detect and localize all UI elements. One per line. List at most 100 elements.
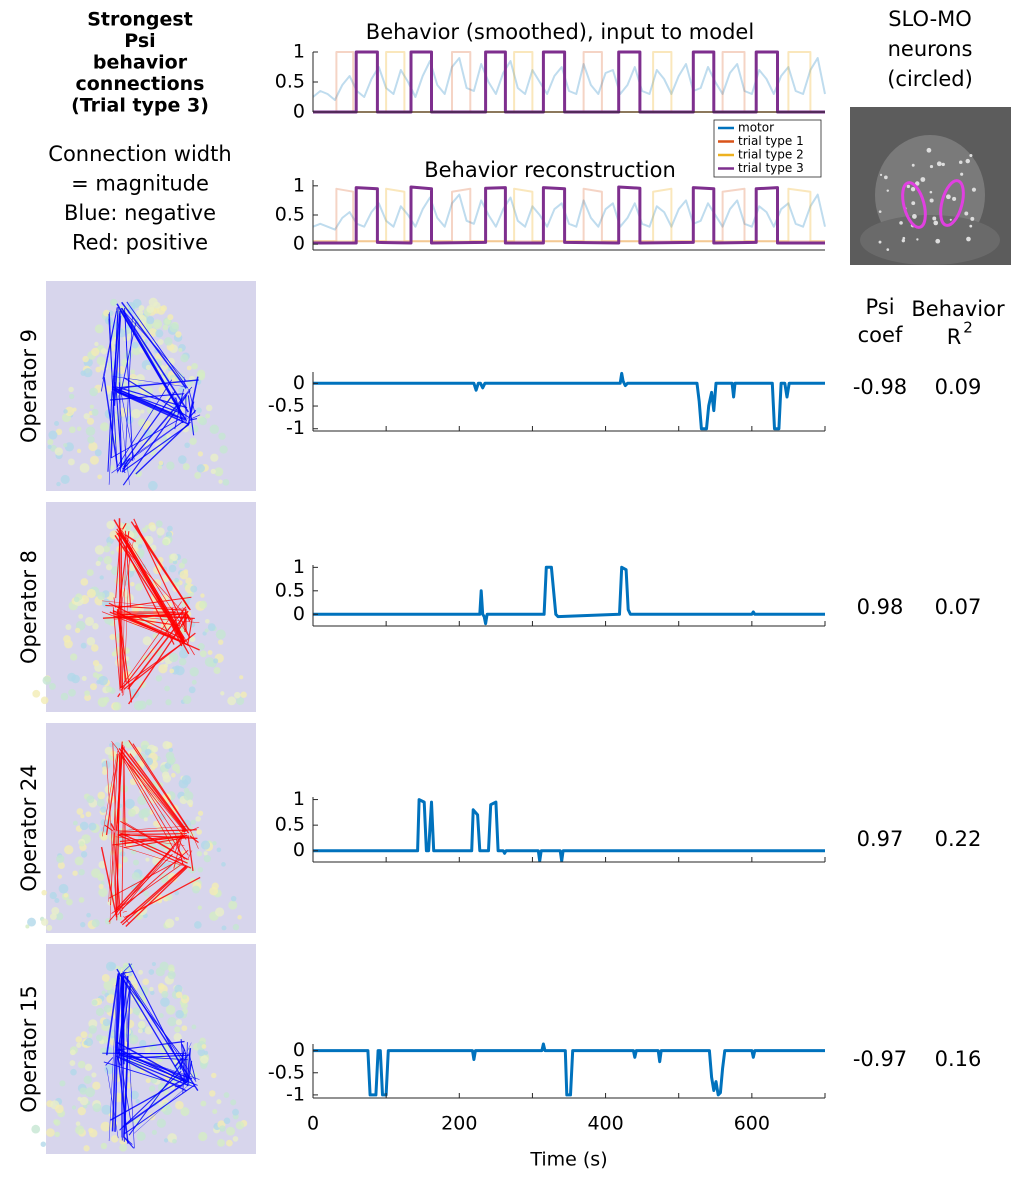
brain-cell: [90, 683, 97, 691]
brain-cell: [172, 1138, 177, 1144]
brain-cell: [88, 1033, 93, 1038]
brain-cell: [155, 329, 164, 338]
network-edge: [117, 693, 121, 698]
brain-cell: [174, 916, 180, 921]
brain-cell: [145, 757, 154, 766]
brain-cell: [108, 1112, 114, 1117]
network-edge: [125, 822, 189, 861]
behavior-r2: 0.09: [935, 375, 982, 399]
network-edge: [109, 312, 113, 392]
micrograph-cell: [926, 147, 932, 153]
network-edge: [105, 604, 183, 611]
brain-cell: [104, 615, 114, 625]
network-edge: [116, 303, 186, 420]
brain-cell: [184, 442, 190, 449]
brain-cell: [125, 1082, 132, 1089]
brain-cell: [162, 741, 171, 750]
brain-cell: [207, 623, 216, 632]
brain-cell: [180, 1107, 190, 1117]
brain-cell: [160, 997, 170, 1007]
brain-cell: [82, 355, 89, 363]
brain-cell: [182, 425, 189, 433]
brain-cell: [54, 897, 60, 904]
brain-cell: [127, 808, 136, 817]
brain-cell: [136, 1131, 146, 1141]
network-edge: [122, 1081, 188, 1128]
brain-cell: [147, 1112, 156, 1121]
brain-cell: [191, 1024, 197, 1030]
micrograph-cell: [969, 153, 973, 158]
network-edge: [123, 377, 189, 418]
caption-title: (Trial type 3): [71, 95, 209, 117]
brain-cell: [205, 404, 213, 412]
brain-cell: [55, 428, 63, 436]
column-header: Psi: [865, 295, 894, 319]
brain-cell: [168, 564, 177, 573]
brain-cell: [27, 917, 36, 927]
brain-cell: [167, 314, 174, 321]
brain-cell: [205, 413, 211, 419]
brain-cell: [74, 627, 81, 634]
network-edge: [123, 975, 199, 1092]
network-edge: [116, 825, 187, 832]
brain-cell: [195, 407, 202, 414]
network-edge: [181, 829, 186, 833]
brain-cell: [73, 596, 80, 603]
brain-cell: [83, 1040, 88, 1046]
brain-cell: [194, 471, 202, 479]
brain-cell: [148, 480, 158, 491]
micrograph-cell: [929, 198, 934, 203]
network-edge: [121, 746, 187, 832]
brain-cell: [110, 1135, 119, 1143]
network-edge: [106, 1067, 119, 1139]
brain-cell: [239, 675, 244, 680]
brain-cell: [162, 324, 169, 331]
brain-cell: [218, 432, 226, 440]
brain-cell: [209, 424, 220, 435]
brain-cell: [94, 545, 105, 555]
brain-cell: [133, 700, 144, 711]
micrograph-cell: [932, 216, 937, 221]
brain-cell: [146, 304, 155, 313]
network-edge: [113, 381, 117, 389]
brain-cell: [77, 1106, 86, 1116]
network-edge: [130, 521, 190, 610]
brain-cell: [199, 600, 208, 609]
brain-cell: [203, 1050, 209, 1056]
brain-cell: [97, 474, 103, 480]
brain-cell: [97, 591, 106, 600]
network-edge: [120, 751, 185, 860]
brain-cell: [140, 325, 148, 333]
network-edge: [133, 1083, 191, 1134]
brain-cell: [194, 921, 202, 929]
network-edge: [117, 748, 175, 850]
brain-cell: [228, 900, 238, 910]
network-edge: [188, 376, 199, 417]
brain-cell: [49, 891, 57, 900]
brain-cell: [199, 650, 207, 658]
network-edge: [189, 418, 198, 421]
brain-cell: [174, 1026, 181, 1033]
brain-cell: [197, 810, 204, 816]
y-tick-label: 0.5: [275, 204, 305, 226]
network-edge: [112, 610, 176, 638]
brain-cell: [80, 1031, 88, 1039]
brain-cell: [96, 356, 106, 366]
brain-cell: [102, 769, 108, 776]
brain-cell: [98, 675, 108, 686]
brain-cell: [163, 1089, 169, 1096]
micrograph-cell: [920, 177, 926, 182]
brain-cell: [85, 1087, 96, 1098]
brain-cell: [63, 409, 68, 414]
brain-cell: [160, 305, 167, 312]
brain-cell: [175, 1010, 184, 1019]
brain-cell: [135, 583, 143, 592]
brain-cell: [48, 682, 56, 690]
brain-cell: [214, 467, 224, 477]
brain-cell: [68, 386, 74, 393]
brain-cell: [128, 1034, 139, 1045]
brain-cell: [236, 696, 245, 706]
network-edge: [104, 824, 113, 832]
brain-cell: [75, 1036, 83, 1043]
network-edge: [120, 741, 123, 750]
